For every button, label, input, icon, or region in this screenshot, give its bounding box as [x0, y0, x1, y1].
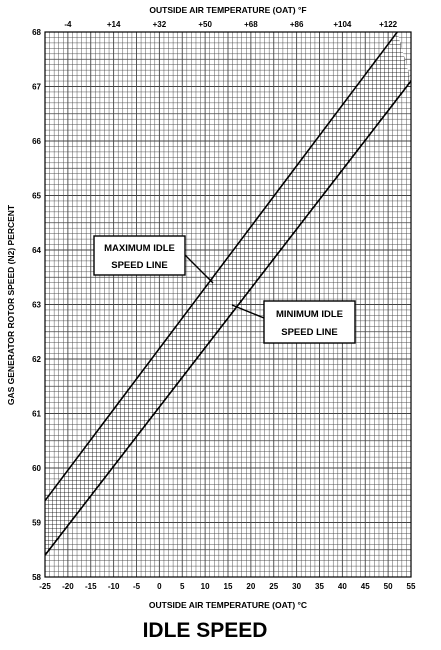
idle-band-fill: [45, 32, 411, 556]
x-tick-label: -5: [133, 582, 141, 591]
max-callout-line1: MAXIMUM IDLE: [104, 243, 175, 254]
x-axis-label: OUTSIDE AIR TEMPERATURE (OAT) °C: [149, 600, 307, 610]
chart-title: IDLE SPEED: [143, 619, 268, 642]
max-callout-leader: [184, 254, 214, 284]
top-axis-label: OUTSIDE AIR TEMPERATURE (OAT) °F: [149, 5, 306, 15]
y-axis-label: GAS GENERATOR ROTOR SPEED (N2) PERCENT: [6, 204, 16, 405]
min-callout-line1: MINIMUM IDLE: [276, 309, 343, 320]
min-idle-line: [45, 80, 411, 556]
idle-band: [45, 32, 411, 556]
max-idle-line: [45, 32, 398, 502]
y-tick-label: 63: [32, 301, 41, 310]
y-tick-label: 59: [32, 519, 41, 528]
y-tick-label: 68: [32, 28, 41, 37]
grid: [44, 31, 412, 578]
y-tick-label: 61: [32, 410, 41, 419]
max-callout-box: [93, 235, 186, 276]
min-callout-box: [263, 300, 356, 344]
x-tick-label: 40: [338, 582, 347, 591]
x-tick-label: 50: [384, 582, 393, 591]
x2-tick-label: +32: [153, 20, 167, 29]
x2-tick-label: +68: [244, 20, 258, 29]
x2-tick-label: +14: [107, 20, 121, 29]
x2-tick-label: +50: [198, 20, 212, 29]
x-tick-label: -20: [62, 582, 74, 591]
y-tick-label: 60: [32, 464, 41, 473]
x-tick-label: 10: [201, 582, 210, 591]
x-tick-label: 25: [269, 582, 278, 591]
x2-tick-label: +122: [379, 20, 398, 29]
x2-tick-label: +104: [333, 20, 352, 29]
x-tick-label: 0: [157, 582, 162, 591]
x-tick-label: -10: [108, 582, 120, 591]
x-tick-label: -25: [39, 582, 51, 591]
x2-tick-label: +86: [290, 20, 304, 29]
x2-tick-labels: -4 +14 +32 +50 +68 +86 +104 +122: [64, 20, 397, 29]
x2-tick-label: -4: [64, 20, 72, 29]
min-callout-leader: [231, 304, 265, 319]
x-tick-label: 55: [407, 582, 416, 591]
x-tick-label: 30: [292, 582, 301, 591]
y-tick-label: 66: [32, 137, 41, 146]
x-tick-label: 35: [315, 582, 324, 591]
max-callout-line2: SPEED LINE: [111, 260, 168, 271]
min-idle-callout: MINIMUM IDLE SPEED LINE: [231, 300, 356, 344]
y-tick-labels: 58 59 60 61 62 63 64 65 66 67 68: [32, 28, 41, 582]
y-tick-label: 67: [32, 83, 41, 92]
x-tick-label: -15: [85, 582, 97, 591]
x-tick-labels: -25 -20 -15 -10 -5 0 5 10 15 20 25 30 35 40 45 50 55: [39, 582, 416, 591]
x-tick-label: 20: [246, 582, 255, 591]
max-idle-callout: MAXIMUM IDLE SPEED LINE: [93, 235, 214, 284]
y-tick-label: 64: [32, 246, 41, 255]
x-tick-label: 15: [224, 582, 233, 591]
min-callout-line2: SPEED LINE: [281, 327, 338, 338]
y-tick-label: 62: [32, 355, 41, 364]
y-tick-label: 65: [32, 192, 41, 201]
plot-frame: [44, 31, 412, 578]
y-tick-label: 58: [32, 573, 41, 582]
x-tick-label: 5: [180, 582, 185, 591]
x-tick-label: 45: [361, 582, 370, 591]
